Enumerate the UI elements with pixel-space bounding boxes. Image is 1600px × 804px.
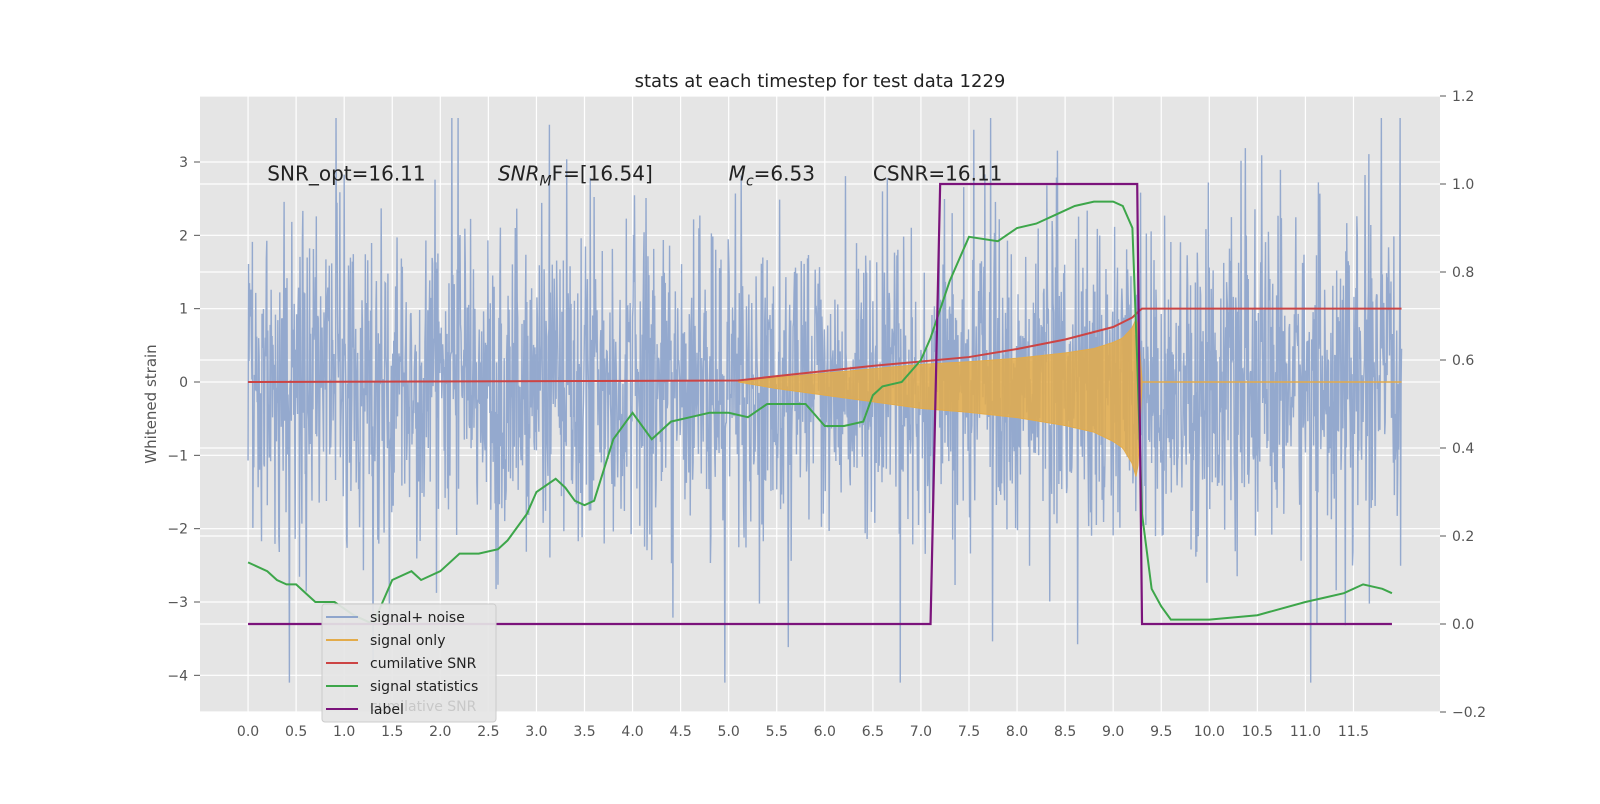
x-tick-label: 8.0 [1006,724,1028,740]
y-tick-label: 2 [179,228,188,244]
y2-tick-label: 0.2 [1452,529,1474,545]
y-tick-label: 0 [179,375,188,391]
legend-label: cumilative SNR [370,656,477,672]
series-signal-noise [247,117,1403,683]
x-tick-label: 11.5 [1338,724,1369,740]
y2-tick-label: 0.4 [1452,441,1474,457]
y-tick-label: 1 [179,302,188,318]
x-tick-label: 1.5 [381,724,403,740]
y-tick-label: −2 [167,522,188,538]
series-layer [247,117,1403,683]
annotations: SNR_opt=16.11 SNRMF=[16.54] Mc=6.53 CSNR=16… [267,161,1002,189]
legend-label: label [370,702,404,718]
annotation-subscript: M [540,173,552,189]
x-tick-label: 11.0 [1290,724,1321,740]
x-tick-label: 1.0 [333,724,355,740]
series-label [248,182,1392,626]
stat-annotation: Mc=6.53 [729,161,815,189]
y-axis-label: Whitened strain [142,344,160,463]
legend-label: signal statistics [370,679,478,695]
x-tick-label: 8.5 [1054,724,1076,740]
y2-tick-label: 0.6 [1452,353,1474,369]
x-tick-label: 3.5 [573,724,595,740]
y-tick-label: 3 [179,155,188,171]
x-tick-label: 6.0 [814,724,836,740]
stat-annotation: CSNR=16.11 [873,161,1003,185]
annotation-text: SNR_opt=16.11 [267,161,425,185]
y-tick-label: −3 [167,595,188,611]
legend: cumilative SNR signal+ noise signal only cu… [321,603,497,723]
x-tick-label: 2.5 [477,724,499,740]
axis-ticks: 0.0 0.5 1.0 1.5 2.0 2.5 3.0 3.5 4.0 4.5 5.0 5.5 6.0 6… [167,89,1486,740]
annotation-text: CSNR=16.11 [873,161,1003,185]
y2-tick-label: 0.8 [1452,265,1474,281]
y2-tick-label: 1.0 [1452,177,1474,193]
x-tick-label: 9.0 [1102,724,1124,740]
x-tick-label: 4.5 [669,724,691,740]
y2-tick-label: −0.2 [1452,705,1486,721]
annotation-symbol: M [729,161,746,185]
legend-box [321,603,497,723]
annotation-subscript: c [746,173,754,189]
stat-annotation: SNRMF=[16.54] [498,161,653,189]
annotation-value: =6.53 [754,161,815,185]
x-tick-label: 0.0 [237,724,259,740]
x-tick-label: 5.0 [718,724,740,740]
x-tick-label: 4.0 [621,724,643,740]
y-tick-label: −4 [167,668,188,684]
x-tick-label: 10.0 [1194,724,1225,740]
legend-label: signal+ noise [370,610,465,626]
y-tick-label: −1 [167,448,188,464]
legend-ghost-entry: cumilative SNR [370,699,477,715]
x-tick-label: 7.5 [958,724,980,740]
legend-label: signal only [370,633,445,649]
y2-tick-label: 1.2 [1452,89,1474,105]
series-signal-statistics [247,200,1393,626]
x-tick-label: 9.5 [1150,724,1172,740]
chart-title: stats at each timestep for test data 122… [635,71,1006,92]
x-tick-label: 5.5 [766,724,788,740]
x-tick-label: 7.0 [910,724,932,740]
annotation-value: F=[16.54] [552,161,653,185]
y2-tick-label: 0.0 [1452,617,1474,633]
annotation-symbol: SNR [498,161,540,185]
stat-annotation: SNR_opt=16.11 [267,161,425,185]
x-tick-label: 6.5 [862,724,884,740]
x-tick-label: 0.5 [285,724,307,740]
x-tick-label: 10.5 [1242,724,1273,740]
x-tick-label: 2.0 [429,724,451,740]
x-tick-label: 3.0 [525,724,547,740]
